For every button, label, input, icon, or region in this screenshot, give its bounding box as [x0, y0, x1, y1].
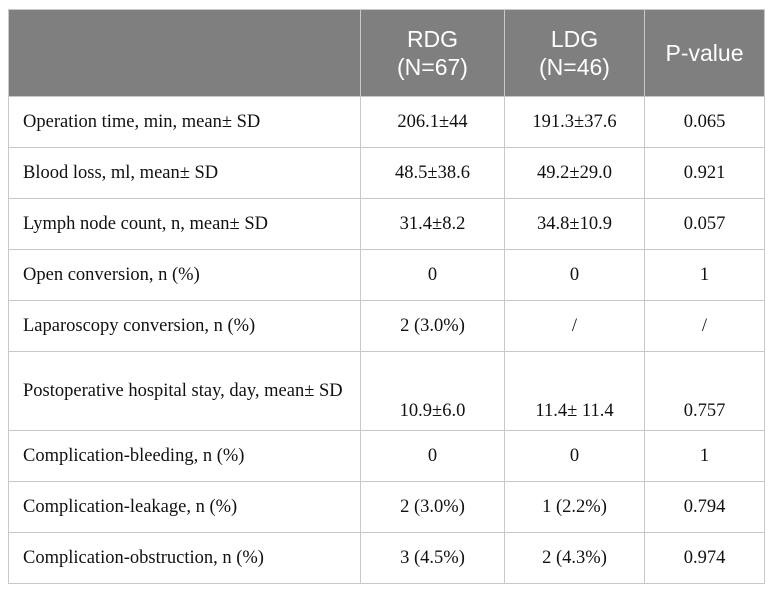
ldg-value: 1 (2.2%)	[504, 481, 645, 533]
rdg-value: 0	[360, 430, 505, 482]
table-body: Operation time, min, mean± SD 206.1±44 1…	[8, 96, 765, 584]
rdg-value: 3 (4.5%)	[360, 532, 505, 584]
header-row: RDG (N=67) LDG (N=46) P-value	[8, 9, 765, 97]
ldg-value: 0	[504, 249, 645, 301]
row-label: Blood loss, ml, mean± SD	[8, 147, 361, 199]
header-rdg: RDG (N=67)	[360, 9, 505, 97]
table-row: Open conversion, n (%) 0 0 1	[8, 249, 765, 301]
p-value: 0.057	[644, 198, 765, 250]
outcomes-table: RDG (N=67) LDG (N=46) P-value Operation …	[8, 9, 765, 584]
header-rdg-name: RDG	[406, 26, 459, 52]
p-value: 0.794	[644, 481, 765, 533]
header-blank-cell	[8, 9, 361, 97]
rdg-value: 10.9±6.0	[360, 351, 505, 431]
ldg-value: 49.2±29.0	[504, 147, 645, 199]
p-value: /	[644, 300, 765, 352]
p-value: 0.974	[644, 532, 765, 584]
row-label: Postoperative hospital stay, day, mean± …	[8, 351, 361, 431]
table-row: Complication-obstruction, n (%) 3 (4.5%)…	[8, 532, 765, 584]
header-ldg-name: LDG	[550, 26, 599, 52]
row-label: Lymph node count, n, mean± SD	[8, 198, 361, 250]
rdg-value: 2 (3.0%)	[360, 481, 505, 533]
rdg-value: 206.1±44	[360, 96, 505, 148]
ldg-value: 0	[504, 430, 645, 482]
p-value: 1	[644, 430, 765, 482]
ldg-value: 34.8±10.9	[504, 198, 645, 250]
table-row: Blood loss, ml, mean± SD 48.5±38.6 49.2±…	[8, 147, 765, 199]
row-label: Open conversion, n (%)	[8, 249, 361, 301]
p-value: 0.921	[644, 147, 765, 199]
p-value: 1	[644, 249, 765, 301]
rdg-value: 0	[360, 249, 505, 301]
row-label: Complication-obstruction, n (%)	[8, 532, 361, 584]
table-row: Complication-leakage, n (%) 2 (3.0%) 1 (…	[8, 481, 765, 533]
p-value: 0.757	[644, 351, 765, 431]
row-label: Complication-leakage, n (%)	[8, 481, 361, 533]
row-label: Complication-bleeding, n (%)	[8, 430, 361, 482]
ldg-value: 191.3±37.6	[504, 96, 645, 148]
header-p-value: P-value	[644, 9, 765, 97]
ldg-value: 2 (4.3%)	[504, 532, 645, 584]
rdg-value: 48.5±38.6	[360, 147, 505, 199]
header-rdg-n: (N=67)	[397, 54, 468, 80]
row-label: Operation time, min, mean± SD	[8, 96, 361, 148]
ldg-value: 11.4± 11.4	[504, 351, 645, 431]
ldg-value: /	[504, 300, 645, 352]
table-header: RDG (N=67) LDG (N=46) P-value	[8, 9, 765, 97]
table-row: Postoperative hospital stay, day, mean± …	[8, 351, 765, 431]
header-ldg-n: (N=46)	[539, 54, 610, 80]
table-row: Operation time, min, mean± SD 206.1±44 1…	[8, 96, 765, 148]
rdg-value: 2 (3.0%)	[360, 300, 505, 352]
header-p-value-label: P-value	[665, 40, 744, 66]
row-label: Laparoscopy conversion, n (%)	[8, 300, 361, 352]
table-row: Complication-bleeding, n (%) 0 0 1	[8, 430, 765, 482]
header-ldg: LDG (N=46)	[504, 9, 645, 97]
table-row: Laparoscopy conversion, n (%) 2 (3.0%) /…	[8, 300, 765, 352]
rdg-value: 31.4±8.2	[360, 198, 505, 250]
p-value: 0.065	[644, 96, 765, 148]
table-row: Lymph node count, n, mean± SD 31.4±8.2 3…	[8, 198, 765, 250]
